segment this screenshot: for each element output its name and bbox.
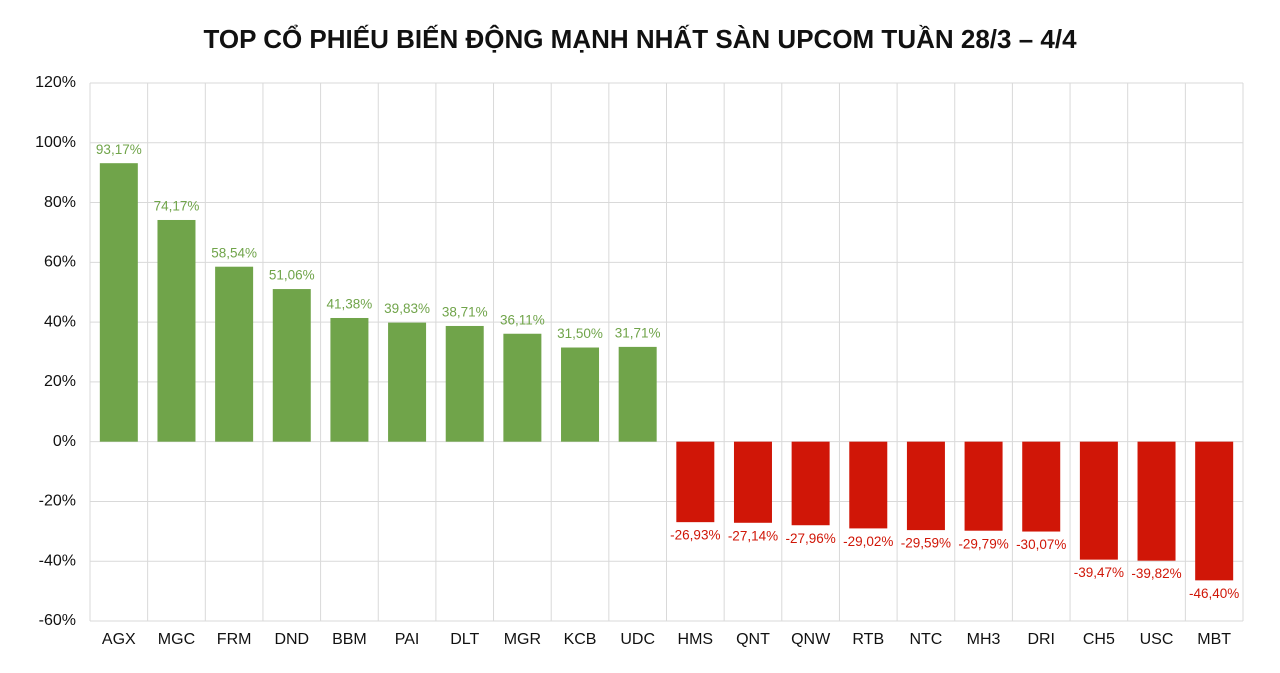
bar <box>561 347 600 442</box>
y-tick-label: -60% <box>39 612 76 629</box>
value-label: 74,17% <box>154 199 200 214</box>
x-tick-label: CH5 <box>1083 631 1115 648</box>
x-tick-label: USC <box>1140 631 1174 648</box>
value-label: 36,11% <box>500 312 545 327</box>
x-tick-label: RTB <box>852 631 884 648</box>
x-tick-label: HMS <box>678 631 714 648</box>
value-label: 58,54% <box>211 245 257 260</box>
bar <box>791 441 830 526</box>
y-tick-label: 120% <box>35 74 76 91</box>
bar <box>215 266 254 442</box>
x-tick-label: FRM <box>217 631 252 648</box>
x-tick-label: QNT <box>736 631 770 648</box>
x-tick-label: BBM <box>332 631 367 648</box>
value-label: -27,14% <box>728 528 778 543</box>
bar <box>906 441 945 531</box>
value-label: 31,50% <box>557 326 603 341</box>
value-label: -27,96% <box>785 531 835 546</box>
bar <box>157 219 196 442</box>
bar <box>445 325 484 442</box>
value-label: -26,93% <box>670 528 720 543</box>
y-tick-label: -40% <box>39 552 76 569</box>
bar <box>1022 441 1061 532</box>
value-label: -46,40% <box>1189 586 1239 601</box>
value-label: 41,38% <box>327 297 373 312</box>
y-tick-label: -20% <box>39 493 76 510</box>
bar <box>503 333 542 442</box>
chart-title: TOP CỔ PHIẾU BIẾN ĐỘNG MẠNH NHẤT SÀN UPC… <box>203 24 1077 54</box>
value-label: -29,79% <box>958 536 1008 551</box>
y-tick-label: 40% <box>44 313 76 330</box>
value-label: -29,02% <box>843 534 893 549</box>
value-label: 39,83% <box>384 301 430 316</box>
y-tick-label: 0% <box>53 433 76 450</box>
bar <box>330 317 369 442</box>
x-tick-label: KCB <box>564 631 597 648</box>
bar <box>99 163 138 442</box>
y-tick-label: 80% <box>44 194 76 211</box>
value-label: 93,17% <box>96 142 142 157</box>
x-tick-label: NTC <box>909 631 942 648</box>
value-label: -39,82% <box>1131 566 1181 581</box>
value-label: -29,59% <box>901 536 951 551</box>
bar <box>618 346 657 442</box>
value-label: 51,06% <box>269 268 315 283</box>
x-tick-label: UDC <box>620 631 655 648</box>
x-tick-label: PAI <box>395 631 420 648</box>
value-label: -30,07% <box>1016 537 1066 552</box>
y-tick-label: 60% <box>44 254 76 271</box>
x-tick-label: QNW <box>791 631 831 648</box>
x-tick-label: DLT <box>450 631 479 648</box>
bar <box>964 441 1003 531</box>
bar <box>676 441 715 523</box>
bar <box>849 441 888 529</box>
value-label: 38,71% <box>442 305 488 320</box>
value-label: -39,47% <box>1074 565 1124 580</box>
x-tick-label: DND <box>274 631 309 648</box>
bar <box>272 289 311 442</box>
x-tick-label: MGC <box>158 631 195 648</box>
bar <box>733 441 772 523</box>
bar <box>1137 441 1176 561</box>
x-tick-label: MBT <box>1197 631 1231 648</box>
bar <box>1079 441 1118 560</box>
x-tick-label: DRI <box>1027 631 1055 648</box>
x-tick-label: MGR <box>504 631 541 648</box>
value-label: 31,71% <box>615 325 661 340</box>
x-tick-label: MH3 <box>967 631 1001 648</box>
bar <box>388 322 427 442</box>
y-tick-label: 20% <box>44 373 76 390</box>
x-tick-label: AGX <box>102 631 136 648</box>
y-tick-label: 100% <box>35 134 76 151</box>
bar <box>1195 441 1234 581</box>
